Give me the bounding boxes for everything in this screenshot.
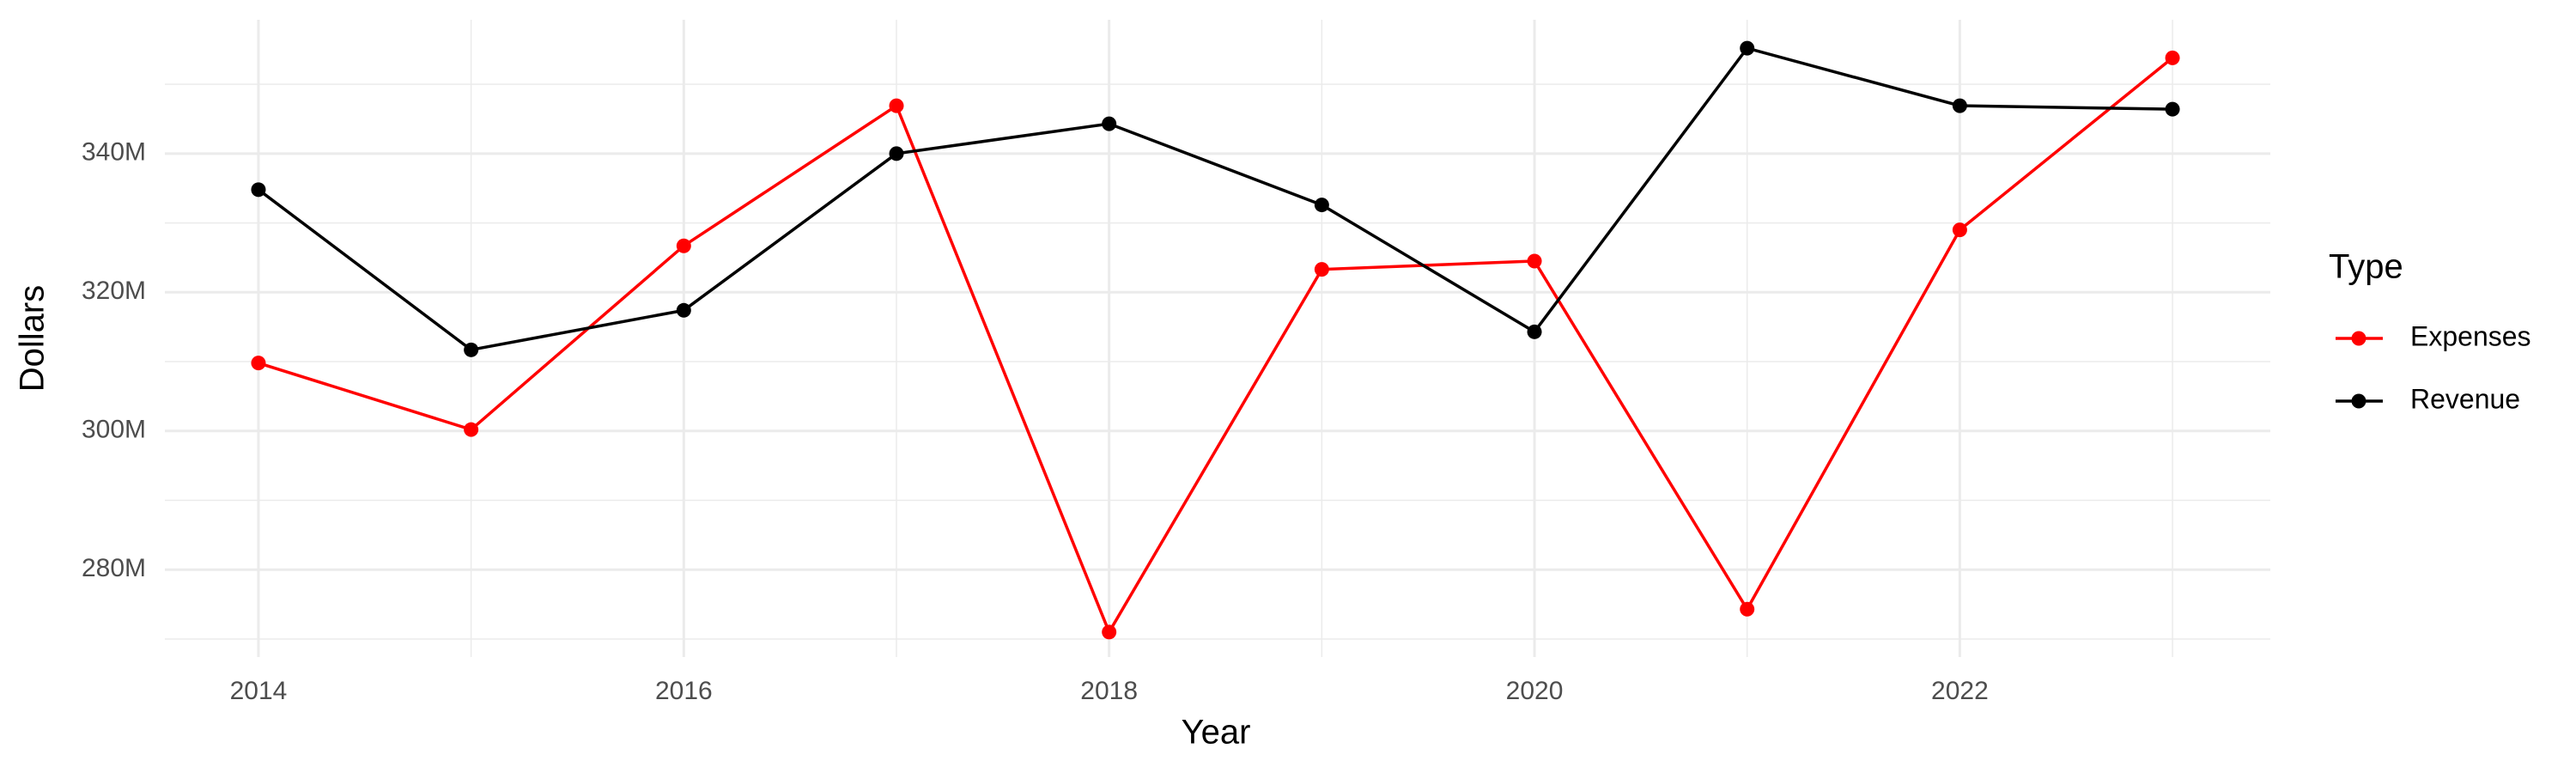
point xyxy=(1314,262,1329,277)
point xyxy=(1952,98,1967,113)
point xyxy=(464,422,479,437)
point xyxy=(2165,101,2180,117)
legend-label: Revenue xyxy=(2410,383,2520,414)
y-axis-title: Dollars xyxy=(14,285,52,392)
point xyxy=(1740,40,1755,56)
y-tick-label: 340M xyxy=(82,138,146,167)
legend-marker xyxy=(2351,393,2366,409)
y-tick-label: 280M xyxy=(82,554,146,582)
x-tick-label: 2018 xyxy=(1080,677,1138,705)
point xyxy=(676,238,691,253)
point xyxy=(464,342,479,357)
point xyxy=(676,302,691,318)
point xyxy=(2165,50,2180,65)
x-axis-title: Year xyxy=(1182,714,1251,752)
legend-label: Expenses xyxy=(2410,320,2531,351)
point xyxy=(889,146,904,161)
legend-title: Type xyxy=(2329,248,2403,286)
point xyxy=(1527,253,1542,269)
x-tick-label: 2022 xyxy=(1931,677,1989,705)
x-tick-label: 2020 xyxy=(1506,677,1564,705)
point xyxy=(1527,324,1542,339)
point xyxy=(889,98,904,113)
plot-area xyxy=(251,40,2180,640)
point xyxy=(1952,222,1967,238)
point xyxy=(1102,624,1117,640)
point xyxy=(251,182,266,198)
y-tick-label: 320M xyxy=(82,277,146,305)
x-tick-label: 2014 xyxy=(230,677,288,705)
point xyxy=(251,356,266,371)
y-tick-label: 300M xyxy=(82,416,146,444)
line xyxy=(257,46,2173,352)
legend-marker xyxy=(2351,331,2366,346)
point xyxy=(1102,116,1117,131)
x-tick-label: 2016 xyxy=(655,677,713,705)
line xyxy=(258,57,2174,636)
point xyxy=(1740,601,1755,617)
point xyxy=(1314,198,1329,213)
grid xyxy=(165,20,2270,657)
